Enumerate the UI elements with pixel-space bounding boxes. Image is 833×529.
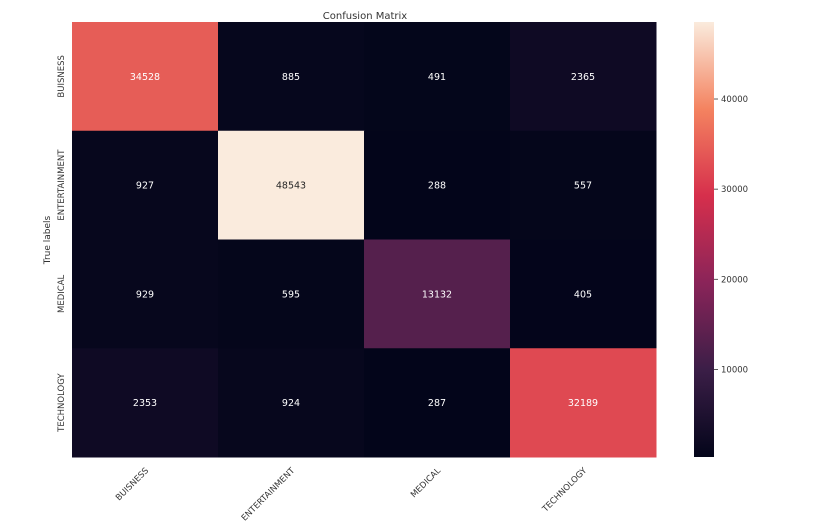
- heatmap-cell-value: 927: [136, 181, 154, 192]
- y-axis-label: True labels: [43, 215, 53, 265]
- heatmap-cell: [510, 348, 657, 458]
- chart-title: Confusion Matrix: [323, 11, 407, 22]
- heatmap-cell: [72, 348, 219, 458]
- heatmap-cell-value: 557: [574, 181, 592, 192]
- heatmap-cell-value: 2365: [571, 72, 595, 83]
- x-tick-label: TECHNOLOGY: [540, 465, 590, 515]
- heatmap-cell: [510, 130, 657, 240]
- heatmap-cell-value: 13132: [422, 289, 452, 300]
- heatmap-cell-value: 595: [282, 289, 300, 300]
- x-axis-ticks: BUISNESS ENTERTAINMENT MEDICAL TECHNOLOGY: [114, 465, 590, 523]
- heatmap-cell-value: 34528: [130, 72, 160, 83]
- x-tick-label: MEDICAL: [409, 466, 443, 500]
- heatmap-cell-value: 2353: [133, 398, 157, 409]
- heatmap-cell-labels: 34528 885 491 2365 927 48543 288 557 929 595 13132…: [130, 72, 598, 409]
- heatmap-cell-value: 287: [428, 398, 446, 409]
- heatmap-cell: [510, 239, 657, 349]
- heatmap-cell: [218, 239, 365, 349]
- heatmap-cell-value: 32189: [568, 398, 598, 409]
- heatmap-cell: [72, 239, 219, 349]
- heatmap-cell: [510, 22, 657, 132]
- heatmap-cell-value: 48543: [276, 181, 306, 192]
- heatmap-cell-value: 288: [428, 181, 446, 192]
- heatmap-cell: [72, 22, 219, 132]
- y-tick-label: MEDICAL: [57, 274, 67, 313]
- colorbar-tick-label: 30000: [721, 185, 748, 195]
- heatmap-cell: [218, 130, 365, 240]
- y-axis-ticks: BUISNESS ENTERTAINMENT MEDICAL TECHNOLOGY: [57, 55, 67, 433]
- heatmap-cell: [218, 348, 365, 458]
- y-tick-label: TECHNOLOGY: [57, 373, 67, 433]
- heatmap-cell: [364, 22, 511, 132]
- heatmap-cell-value: 491: [428, 72, 446, 83]
- y-tick-label: BUISNESS: [57, 55, 67, 97]
- y-tick-label: ENTERTAINMENT: [57, 149, 67, 221]
- heatmap-cell-value: 405: [574, 289, 592, 300]
- heatmap-cell-value: 924: [282, 398, 300, 409]
- heatmap-cell: [364, 130, 511, 240]
- heatmap-cell-value: 885: [282, 72, 300, 83]
- colorbar-tick-label: 20000: [721, 275, 748, 285]
- colorbar-tick-label: 40000: [721, 95, 748, 105]
- x-tick-label: ENTERTAINMENT: [240, 465, 298, 523]
- colorbar-ticks: 10000 20000 30000 40000: [714, 95, 748, 375]
- heatmap-cell: [364, 348, 511, 458]
- heatmap-cell: [218, 22, 365, 132]
- heatmap-cell: [364, 239, 511, 349]
- colorbar: [694, 22, 714, 457]
- heatmap-cell-value: 929: [136, 289, 154, 300]
- heatmap-cells: [72, 22, 657, 458]
- x-tick-label: BUISNESS: [114, 466, 151, 503]
- colorbar-tick-label: 10000: [721, 365, 748, 375]
- heatmap-cell: [72, 130, 219, 240]
